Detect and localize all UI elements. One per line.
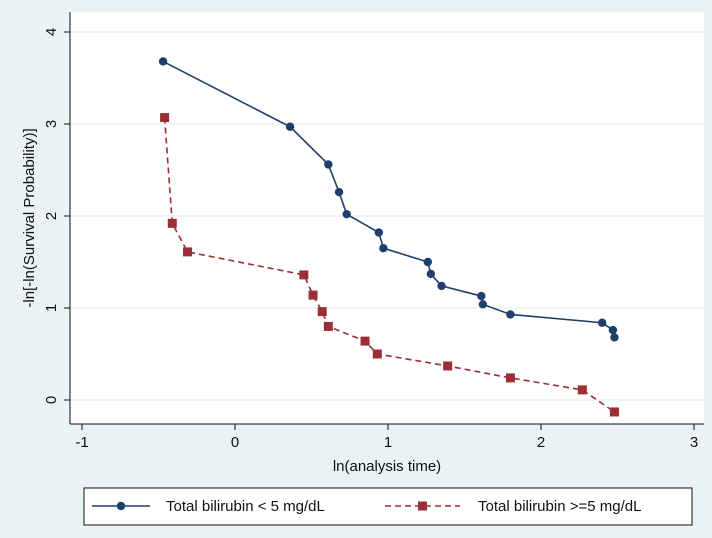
- data-point: [609, 407, 619, 417]
- legend-label-1: Total bilirubin >=5 mg/dL: [478, 498, 641, 515]
- x-axis-title: ln(analysis time): [333, 458, 441, 475]
- y-tick-label: 0: [43, 396, 60, 404]
- data-point: [443, 361, 453, 371]
- series-layer: [158, 57, 619, 417]
- data-point: [577, 385, 587, 395]
- y-tick-label: 1: [43, 304, 60, 312]
- legend-label-0: Total bilirubin < 5 mg/dL: [166, 498, 325, 515]
- legend-marker-0: [116, 501, 126, 511]
- data-point: [360, 336, 370, 346]
- x-tick-label: 0: [231, 434, 239, 451]
- data-point: [598, 318, 607, 327]
- data-point: [160, 113, 170, 123]
- data-point: [323, 321, 333, 331]
- data-point: [426, 269, 436, 279]
- series-line-0: [162, 60, 616, 338]
- data-point: [167, 218, 177, 228]
- data-point: [506, 310, 515, 319]
- data-point: [299, 270, 309, 280]
- data-point: [183, 247, 193, 257]
- x-tick-label: 3: [690, 434, 698, 451]
- data-point: [308, 290, 318, 300]
- data-point: [477, 291, 486, 301]
- y-tick-label: 2: [43, 212, 60, 220]
- data-point: [372, 349, 382, 359]
- plot-background: [70, 12, 704, 424]
- data-point: [478, 300, 488, 309]
- data-point: [285, 122, 295, 131]
- data-point: [374, 228, 384, 237]
- data-point: [317, 307, 327, 317]
- data-point: [379, 244, 388, 253]
- data-point: [437, 281, 446, 291]
- data-point: [505, 373, 515, 383]
- y-tick-label: 3: [43, 120, 60, 128]
- grid: [70, 31, 704, 401]
- data-point: [608, 325, 618, 335]
- data-point: [342, 209, 351, 219]
- legend: Total bilirubin < 5 mg/dL Total bilirubin…: [83, 487, 693, 526]
- data-point: [324, 160, 333, 169]
- y-tick-label: 4: [43, 28, 60, 36]
- data-point: [610, 333, 619, 342]
- y-axis-title: -ln[-ln(Survival Probability)]: [21, 128, 38, 307]
- data-point: [423, 257, 432, 267]
- x-tick-label: 1: [384, 434, 392, 451]
- data-point: [158, 57, 168, 66]
- legend-marker-1: [418, 501, 427, 511]
- x-tick-label: -1: [75, 434, 88, 451]
- axes: 0 1 2 3 4 -1 0 1 2 3: [43, 12, 704, 451]
- x-tick-label: 2: [537, 434, 545, 451]
- data-point: [334, 187, 344, 197]
